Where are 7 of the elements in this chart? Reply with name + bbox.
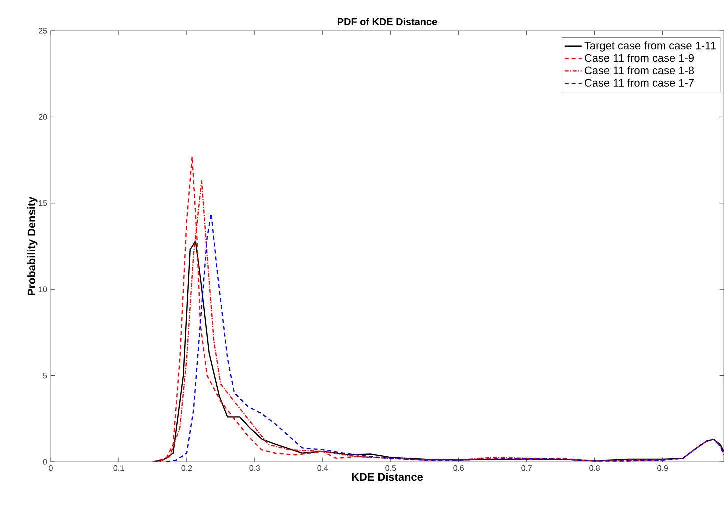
legend-label: Case 11 from case 1-8: [585, 66, 694, 75]
x-axis-title: KDE Distance: [352, 473, 424, 482]
legend-label: Case 11 from case 1-7: [585, 78, 694, 87]
chart-title: PDF of KDE Distance: [338, 18, 438, 26]
y-axis-title: Probability Density: [28, 196, 38, 296]
legend-label: Target case from case 1-11: [584, 42, 716, 52]
legend-label: Case 11 from case 1-9: [585, 54, 694, 62]
